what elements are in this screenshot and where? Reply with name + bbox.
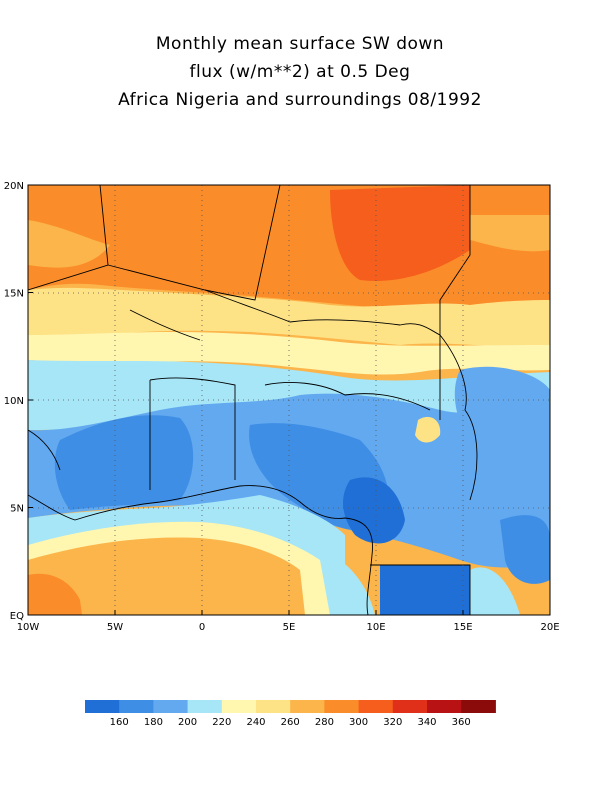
lat-tick-label: 15N	[4, 289, 24, 300]
colorbar-swatch	[85, 700, 120, 713]
title-line-3: Africa Nigeria and surroundings 08/1992	[118, 90, 482, 110]
title-line-1: Monthly mean surface SW down	[155, 34, 445, 54]
lon-tick-label: 5W	[107, 622, 123, 633]
colorbar-label: 300	[349, 717, 368, 728]
lon-tick-label: 10E	[366, 622, 385, 633]
lon-tick-label: 0	[199, 622, 205, 633]
colorbar-swatch	[256, 700, 291, 713]
lat-tick-label: 10N	[4, 396, 24, 407]
colorbar-swatch	[427, 700, 462, 713]
lon-tick-label: 20E	[540, 622, 559, 633]
colorbar-swatch	[221, 700, 257, 713]
colorbar-swatch	[392, 700, 428, 713]
lat-tick-label: 20N	[4, 181, 24, 192]
lon-tick-label: 5E	[283, 622, 296, 633]
colorbar-label: 200	[178, 717, 197, 728]
colorbar-swatch	[324, 700, 360, 713]
colorbar-label: 340	[417, 717, 436, 728]
colorbar-swatch	[290, 700, 325, 713]
colorbar-swatch	[119, 700, 154, 713]
lat-tick-label: EQ	[10, 611, 24, 622]
lat-tick-label: 5N	[10, 504, 24, 515]
axis-ticks: 10W 5W 0 5E 10E 15E 20E EQ 5N 10N 15N 20N	[4, 181, 560, 633]
colorbar-label: 280	[315, 717, 334, 728]
colorbar-label: 240	[246, 717, 265, 728]
lon-tick-label: 10W	[17, 622, 40, 633]
colorbar-swatch	[358, 700, 394, 713]
colorbar-label: 220	[212, 717, 231, 728]
colorbar: 160 180 200 220 240 260 280 300 320 340 360	[85, 700, 496, 728]
colorbar-label: 160	[110, 717, 129, 728]
colorbar-label: 360	[452, 717, 471, 728]
colorbar-label: 260	[281, 717, 300, 728]
colorbar-swatch	[187, 700, 223, 713]
country-borders	[28, 185, 478, 615]
colorbar-swatch	[461, 700, 496, 713]
map-grid	[28, 185, 550, 615]
title-line-2: flux (w/m**2) at 0.5 Deg	[189, 62, 411, 82]
colorbar-swatch	[153, 700, 189, 713]
colorbar-label: 320	[383, 717, 402, 728]
colorbar-label: 180	[144, 717, 163, 728]
lon-tick-label: 15E	[453, 622, 472, 633]
